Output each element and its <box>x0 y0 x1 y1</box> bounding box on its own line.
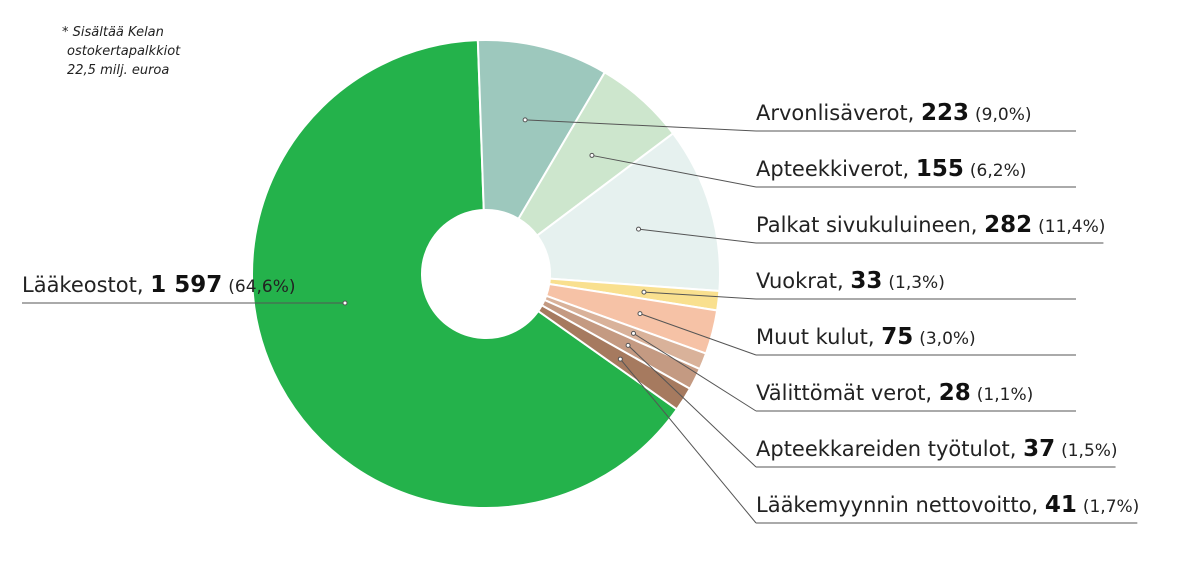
slice-label-0: Lääkeostot, 1 597 (64,6%) <box>22 272 296 298</box>
slice-label-5: Muut kulut, 75 (3,0%) <box>756 324 976 350</box>
leader-dot-6 <box>630 330 636 336</box>
slice-percent-8: (1,7%) <box>1083 497 1139 517</box>
footnote-line-2: ostokertapalkkiot <box>67 44 181 59</box>
footnote-line-3: 22,5 milj. euroa <box>67 63 169 78</box>
slice-label-2: Apteekkiverot, 155 (6,2%) <box>756 156 1026 182</box>
leader-dot-1 <box>522 117 528 123</box>
leader-dot-7 <box>625 342 631 348</box>
pie-slice-1 <box>476 39 607 221</box>
leader-dot-5 <box>637 311 643 317</box>
slices-group <box>251 39 721 509</box>
slice-name-1: Arvonlisäverot, <box>756 101 921 125</box>
pie-slice-8 <box>536 304 692 411</box>
slice-value-6: 28 <box>939 380 971 406</box>
slice-name-8: Lääkemyynnin nettovoitto, <box>756 493 1045 517</box>
slice-percent-3: (11,4%) <box>1038 217 1105 237</box>
labels-group: Lääkeostot, 1 597 (64,6%) Arvonlisäverot, … <box>22 100 1139 518</box>
pie-slice-3 <box>535 132 721 293</box>
slice-name-2: Apteekkiverot, <box>756 157 916 181</box>
footnote-line-1: * Sisältää Kelan <box>62 25 164 40</box>
slice-value-7: 37 <box>1023 436 1055 462</box>
slice-percent-2: (6,2%) <box>970 161 1026 181</box>
slice-name-0: Lääkeostot, <box>22 273 150 297</box>
slice-value-4: 33 <box>850 268 882 294</box>
leader-line-8 <box>619 358 757 524</box>
slice-label-8: Lääkemyynnin nettovoitto, 41 (1,7%) <box>756 492 1139 518</box>
slice-name-5: Muut kulut, <box>756 325 881 349</box>
slice-value-2: 155 <box>916 156 964 182</box>
leader-lines <box>22 117 1138 524</box>
pie-slice-0 <box>251 39 679 509</box>
slice-percent-5: (3,0%) <box>919 329 975 349</box>
slice-percent-1: (9,0%) <box>975 105 1031 125</box>
footnote: * Sisältää Kelan ostokertapalkkiot 22,5 … <box>62 25 181 78</box>
slice-label-6: Välittömät verot, 28 (1,1%) <box>756 380 1033 406</box>
leader-line-7 <box>627 344 757 468</box>
slice-value-8: 41 <box>1045 492 1077 518</box>
leader-line-3 <box>638 228 757 244</box>
slice-label-4: Vuokrat, 33 (1,3%) <box>756 268 945 294</box>
slice-label-1: Arvonlisäverot, 223 (9,0%) <box>756 100 1032 126</box>
slice-percent-6: (1,1%) <box>977 385 1033 405</box>
slice-name-4: Vuokrat, <box>756 269 850 293</box>
slice-name-7: Apteekkareiden työtulot, <box>756 437 1023 461</box>
slice-percent-4: (1,3%) <box>888 273 944 293</box>
slice-percent-7: (1,5%) <box>1061 441 1117 461</box>
leader-dot-3 <box>636 226 642 232</box>
leader-line-1 <box>525 119 757 132</box>
slice-value-5: 75 <box>881 324 913 350</box>
slice-value-1: 223 <box>921 100 969 126</box>
leader-line-4 <box>643 291 757 300</box>
slice-value-3: 282 <box>984 212 1032 238</box>
leader-line-5 <box>639 313 757 356</box>
leader-line-2 <box>591 154 757 188</box>
slice-label-3: Palkat sivukuluineen, 282 (11,4%) <box>756 212 1105 238</box>
leader-line-6 <box>633 332 757 412</box>
leader-dot-2 <box>589 152 595 158</box>
leader-dot-4 <box>641 289 647 295</box>
leader-dot-8 <box>617 356 623 362</box>
slice-percent-0: (64,6%) <box>228 277 295 297</box>
slice-name-3: Palkat sivukuluineen, <box>756 213 984 237</box>
slice-label-7: Apteekkareiden työtulot, 37 (1,5%) <box>756 436 1118 462</box>
slice-value-0: 1 597 <box>150 272 222 298</box>
slice-name-6: Välittömät verot, <box>756 381 939 405</box>
leader-dot-0 <box>342 300 348 306</box>
